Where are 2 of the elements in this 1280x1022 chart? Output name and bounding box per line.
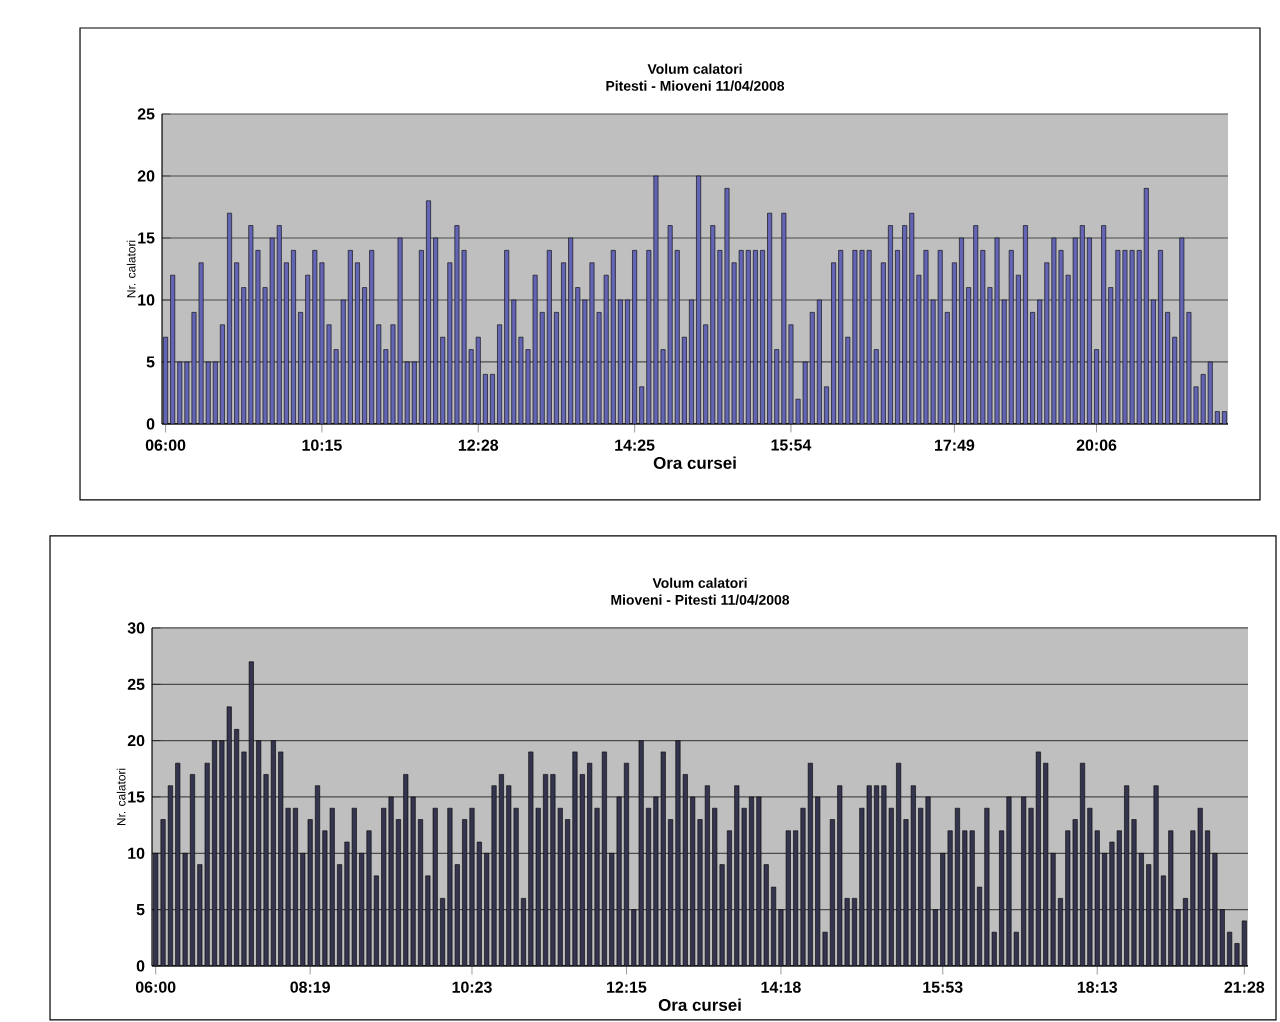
x-axis-title: Ora cursei [653, 456, 736, 469]
x-axis-title: Ora cursei [658, 998, 741, 1011]
